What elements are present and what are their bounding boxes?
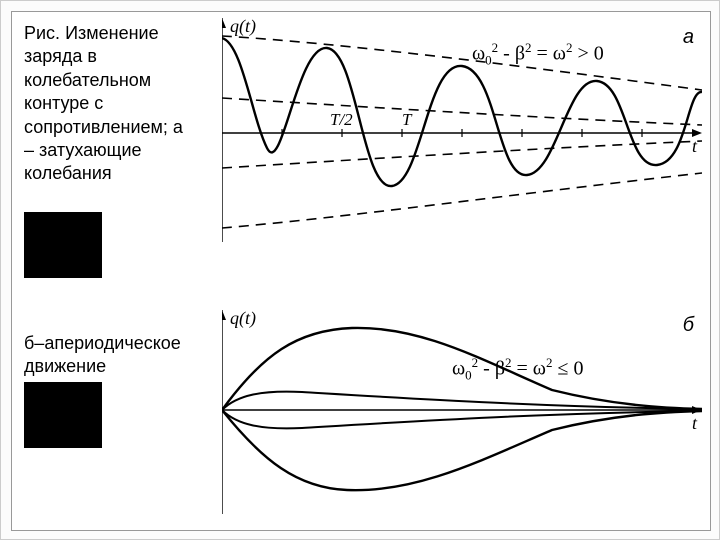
graph-a-svg [222,18,702,248]
envelope-bot [222,173,702,228]
aperiodic-3 [222,410,702,490]
tick-t: T [402,110,411,130]
envelope-top [222,36,702,90]
panel-a-label: а [683,26,694,49]
formula-a: ω02 - β2 = ω2 > 0 [472,40,604,69]
y-axis-label-b: q(t) [230,308,256,329]
aperiodic-4 [222,410,702,428]
panel-b-label: б [683,314,694,337]
caption-a: Рис. Изменение заряда в колебательном ко… [24,22,214,186]
graph-a: q(t) t T/2 T а ω02 - β2 = ω2 > 0 [222,18,702,248]
envelope-bot-inner [222,141,702,168]
tick-t2: T/2 [330,110,353,130]
y-axis-label-a: q(t) [230,16,256,37]
x-axis-label-b: t [692,413,697,434]
black-box-b [24,382,102,448]
caption-b: б–апериодическое движение [24,332,214,379]
aperiodic-2 [222,392,702,410]
black-box-a [24,212,102,278]
graph-b: q(t) t б ω02 - β2 = ω2 ≤ 0 [222,310,702,520]
formula-b: ω02 - β2 = ω2 ≤ 0 [452,355,583,384]
x-axis-label-a: t [692,136,697,157]
graph-b-svg [222,310,702,520]
